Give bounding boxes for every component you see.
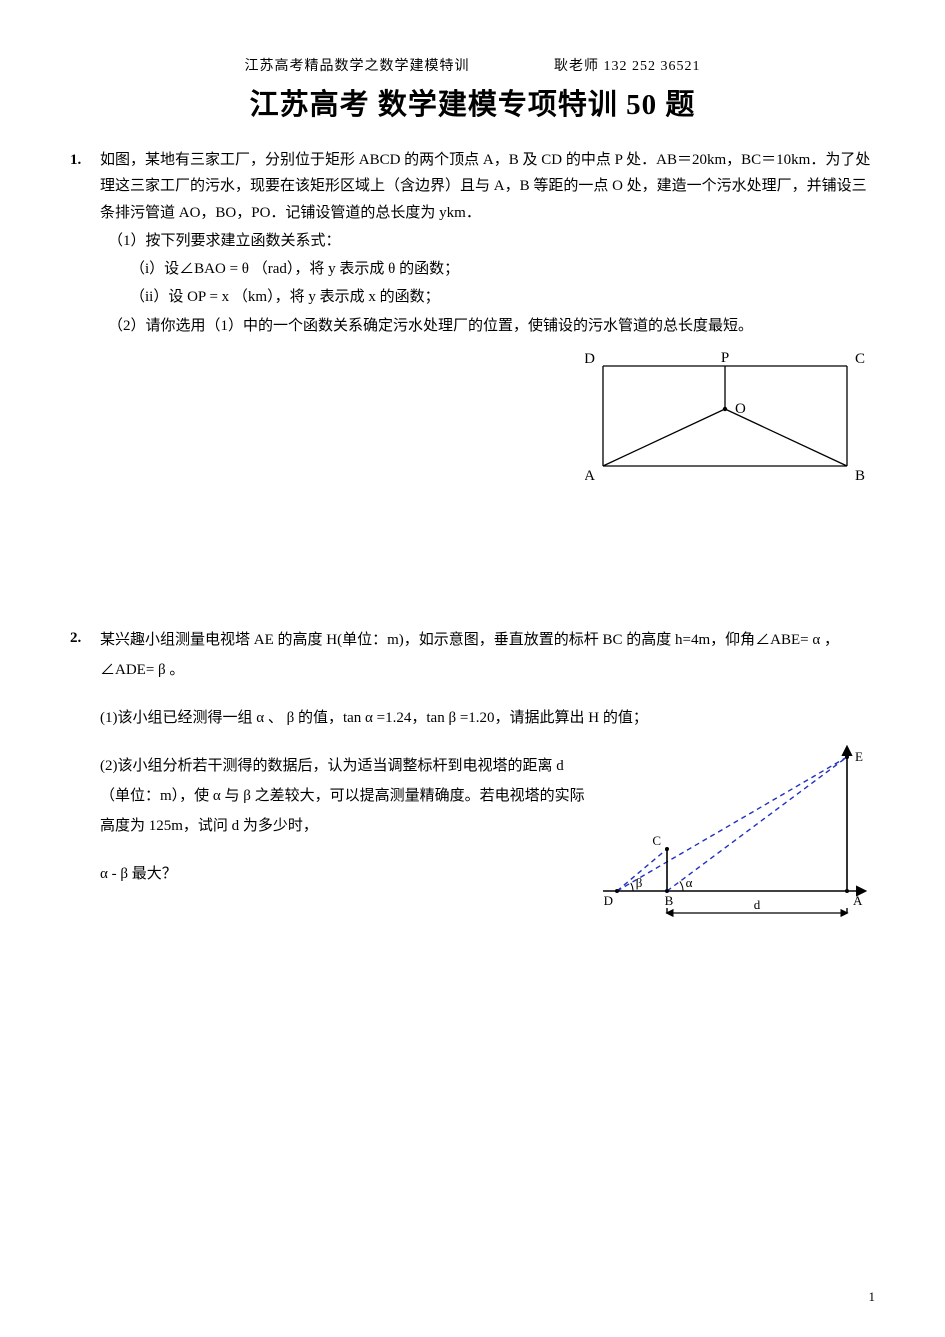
- q1-line3: （i）设∠BAO = θ （rad），将 y 表示成 θ 的函数；: [100, 256, 875, 282]
- svg-text:D: D: [604, 893, 613, 908]
- q2-diagram-wrap: D B C A Eβ α d: [595, 741, 875, 940]
- main-title: 江苏高考 数学建模专项特训 50 题: [70, 81, 875, 123]
- svg-text:β: β: [636, 875, 643, 890]
- svg-text:d: d: [754, 897, 761, 912]
- svg-text:B: B: [855, 468, 865, 484]
- svg-text:O: O: [735, 401, 746, 417]
- q1-line5: （2）请你选用（1）中的一个函数关系确定污水处理厂的位置，使铺设的污水管道的总长…: [100, 313, 875, 339]
- svg-text:P: P: [721, 351, 729, 366]
- svg-text:C: C: [855, 351, 865, 367]
- question-2-body: 某兴趣小组测量电视塔 AE 的高度 H(单位：m)，如示意图，垂直放置的标杆 B…: [100, 625, 875, 940]
- page-header: 江苏高考精品数学之数学建模特训 耿老师 132 252 36521: [70, 55, 875, 75]
- svg-text:C: C: [652, 833, 661, 848]
- q2-line1: 某兴趣小组测量电视塔 AE 的高度 H(单位：m)，如示意图，垂直放置的标杆 B…: [100, 625, 875, 685]
- q1-diagram-wrap: D C P O A B: [100, 351, 875, 495]
- svg-text:B: B: [665, 893, 674, 908]
- svg-text:E: E: [855, 749, 863, 764]
- question-2: 2. 某兴趣小组测量电视塔 AE 的高度 H(单位：m)，如示意图，垂直放置的标…: [70, 625, 875, 940]
- question-1-number: 1.: [70, 147, 100, 495]
- q1-line1: 如图，某地有三家工厂，分别位于矩形 ABCD 的两个顶点 A，B 及 CD 的中…: [100, 147, 875, 226]
- q2-diagram: D B C A Eβ α d: [595, 741, 875, 931]
- svg-text:A: A: [585, 468, 595, 484]
- q1-line4: （ii）设 OP = x （km），将 y 表示成 x 的函数；: [100, 284, 875, 310]
- q2-line2: (1)该小组已经测得一组 α 、 β 的值，tan α =1.24，tan β …: [100, 703, 875, 733]
- header-right: 耿老师 132 252 36521: [554, 55, 701, 75]
- page-number: 1: [869, 1289, 876, 1305]
- svg-text:A: A: [853, 893, 863, 908]
- question-1: 1. 如图，某地有三家工厂，分别位于矩形 ABCD 的两个顶点 A，B 及 CD…: [70, 147, 875, 495]
- header-left: 江苏高考精品数学之数学建模特训: [245, 59, 470, 74]
- svg-text:α: α: [686, 875, 693, 890]
- q1-line2: （1）按下列要求建立函数关系式：: [100, 228, 875, 254]
- question-2-number: 2.: [70, 625, 100, 940]
- q1-diagram: D C P O A B: [585, 351, 865, 486]
- svg-text:D: D: [585, 351, 595, 367]
- question-1-body: 如图，某地有三家工厂，分别位于矩形 ABCD 的两个顶点 A，B 及 CD 的中…: [100, 147, 875, 495]
